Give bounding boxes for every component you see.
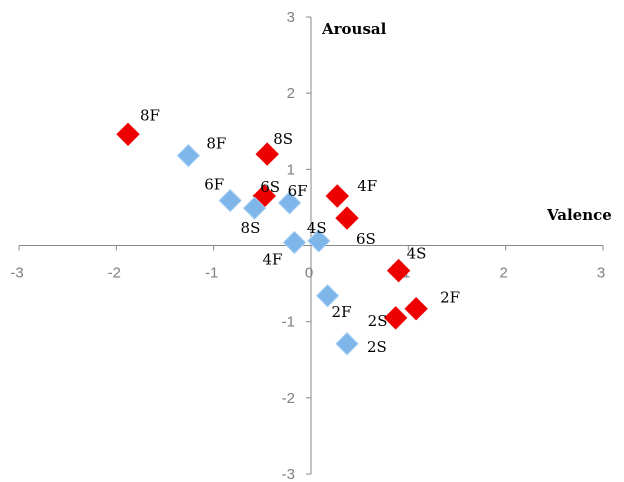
blue-point-8f <box>176 143 201 168</box>
y-axis-title: Arousal <box>321 20 387 38</box>
point-labels: 8F 8S 6S 4F 6S 4S 2F 2S 8F 6F 8S 6F 4F 4S 2F 2S <box>140 106 460 355</box>
x-tick-label: -1 <box>205 265 218 282</box>
blue-point-4s <box>307 229 331 253</box>
x-tick-label: 2 <box>499 265 507 282</box>
red-point-label: 6S <box>260 178 280 196</box>
blue-point-4f <box>282 230 307 255</box>
red-point-2f <box>404 297 428 321</box>
x-tick-label: -3 <box>10 265 23 282</box>
x-tick-label: 0 <box>305 265 313 282</box>
blue-point-label: 6F <box>204 176 224 194</box>
blue-point-2s <box>335 332 359 356</box>
red-point-4s <box>386 258 411 283</box>
y-tick-label: 3 <box>287 9 295 26</box>
red-point-label: 4F <box>357 177 377 195</box>
red-point-4f <box>325 184 349 208</box>
y-tick-label: 1 <box>287 161 295 178</box>
x-axis-title: Valence <box>546 206 612 224</box>
blue-point-2f <box>315 284 340 308</box>
red-point-2s <box>383 306 408 330</box>
blue-point-label: 8F <box>206 135 226 153</box>
x-tick-label: 3 <box>597 265 605 282</box>
blue-point-8s <box>242 196 267 220</box>
blue-point-label: 2F <box>332 303 352 321</box>
red-point-label: 4S <box>407 245 427 263</box>
red-point-label: 6S <box>356 230 376 248</box>
red-point-label: 8F <box>140 106 160 124</box>
red-point-label: 8S <box>273 130 293 148</box>
blue-point-6f <box>277 191 302 215</box>
y-tick-label: -1 <box>282 314 295 331</box>
blue-point-label: 4F <box>262 250 282 268</box>
y-tick-label: -3 <box>282 466 295 482</box>
x-tick-label: -2 <box>108 265 121 282</box>
red-point-label: 2F <box>440 289 460 307</box>
blue-point-6f <box>218 188 242 213</box>
y-tick-label: -2 <box>282 390 295 407</box>
red-point-6s <box>335 206 359 230</box>
y-tick-label: 2 <box>287 85 295 102</box>
red-point-label: 2S <box>368 312 388 330</box>
blue-point-label: 6F <box>288 182 308 200</box>
data-points <box>116 122 428 356</box>
blue-point-label: 2S <box>367 338 387 356</box>
blue-point-label: 8S <box>241 219 261 237</box>
red-point-8s <box>255 142 279 166</box>
blue-point-label: 4S <box>307 219 327 237</box>
red-point-8f <box>116 122 140 147</box>
